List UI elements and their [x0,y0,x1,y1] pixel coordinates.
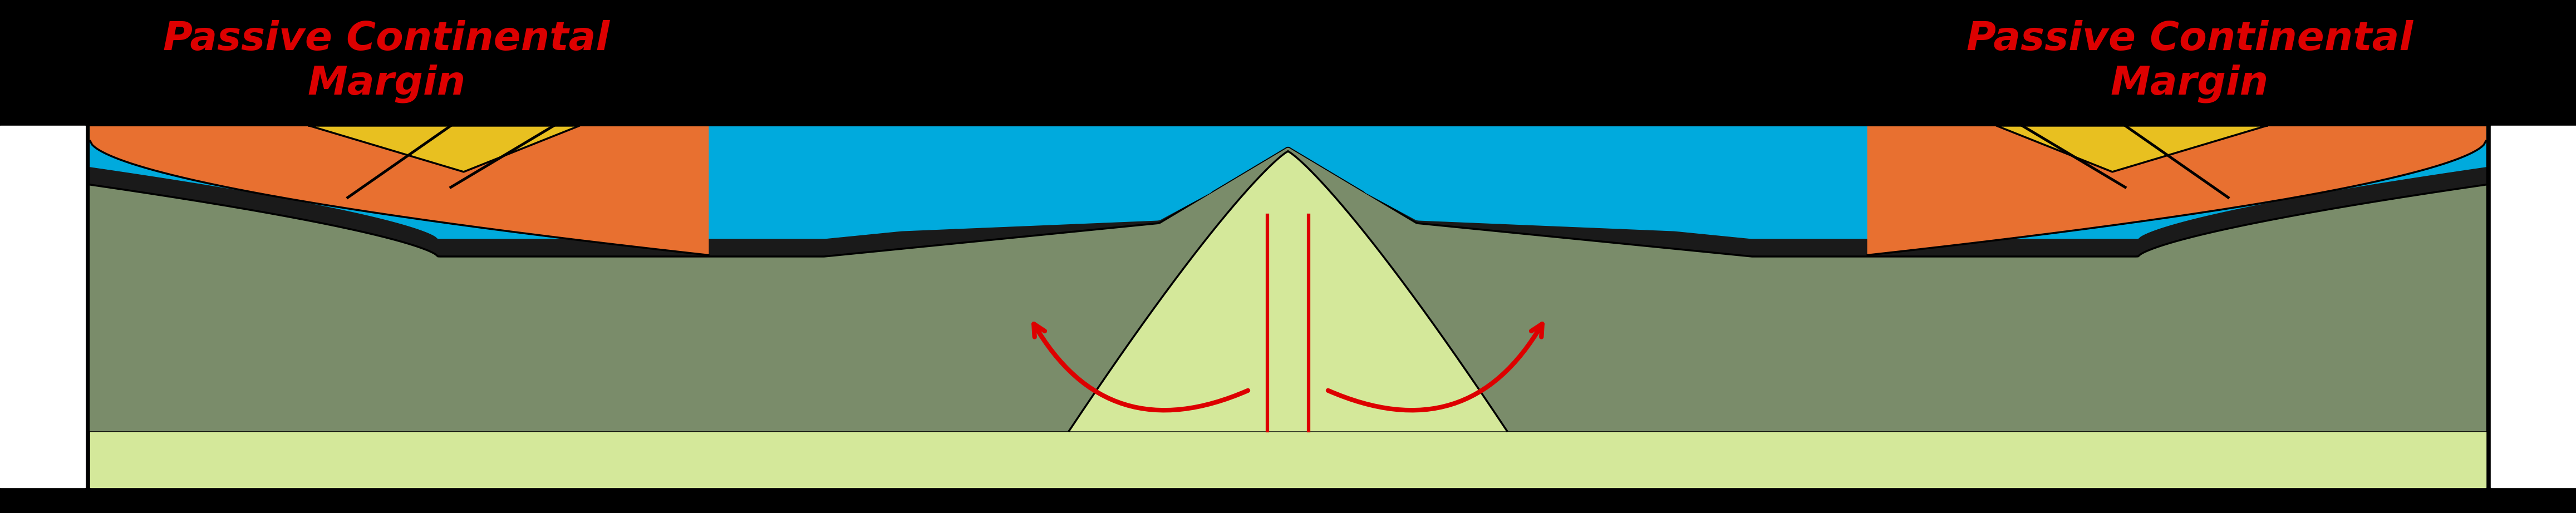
Polygon shape [90,147,2486,431]
Polygon shape [90,126,2486,239]
Polygon shape [90,126,708,255]
Text: Passive Continental
Margin: Passive Continental Margin [162,20,611,103]
Polygon shape [1069,151,1507,431]
Polygon shape [90,146,2486,256]
Bar [0,126,85,487]
Polygon shape [90,431,2486,487]
Polygon shape [309,126,580,172]
Bar [2491,126,2576,487]
Text: Passive Continental
Margin: Passive Continental Margin [1965,20,2414,103]
Polygon shape [1868,126,2486,255]
Polygon shape [1996,126,2267,172]
